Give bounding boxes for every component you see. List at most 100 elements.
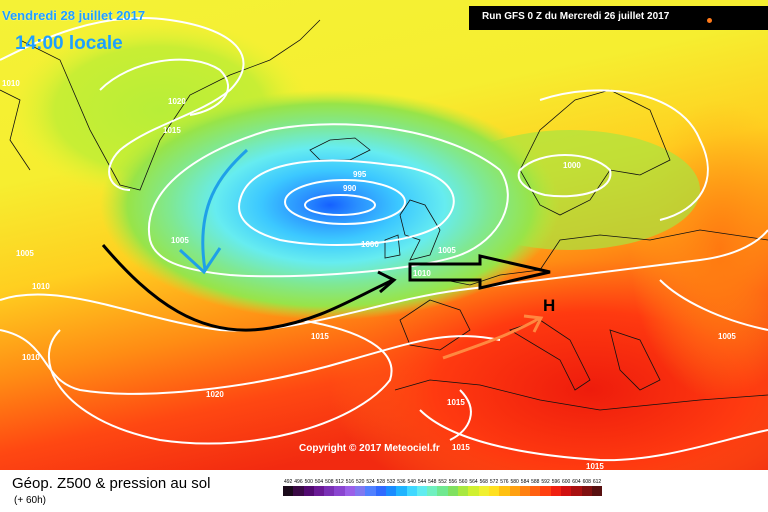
- legend-label: 536: [397, 479, 406, 485]
- legend-swatch: [499, 486, 510, 496]
- legend-label: 532: [386, 479, 396, 485]
- forecast-time: 14:00 locale: [15, 33, 123, 54]
- legend-swatch: [303, 486, 314, 496]
- scandinavia-coast: [519, 89, 671, 216]
- legend-swatch: [458, 486, 469, 496]
- legend-label: 568: [479, 479, 488, 485]
- legend-entry: 564: [468, 478, 479, 496]
- legend-entry: 552: [437, 478, 448, 496]
- isobar-line-1015-greenland: [0, 17, 245, 191]
- legend-entry: 536: [396, 478, 407, 496]
- africa-coast: [394, 379, 768, 411]
- isobar-label: 1010: [413, 269, 431, 278]
- legend-entry: 560: [458, 478, 469, 496]
- cold-flow-arrowhead: [178, 247, 222, 275]
- legend-swatch: [488, 486, 500, 496]
- legend-swatch: [509, 486, 520, 496]
- legend-swatch: [344, 486, 356, 496]
- copyright-text: Copyright © 2017 Meteociel.fr: [299, 443, 440, 454]
- baffin-coast: [0, 89, 31, 171]
- isobar-label: 1010: [32, 282, 50, 291]
- legend-swatch: [365, 486, 376, 496]
- isobar-label: 1015: [163, 126, 181, 135]
- flow-block-arrow: [408, 254, 551, 290]
- legend-entry: 496: [293, 478, 304, 496]
- legend-swatch: [427, 486, 438, 496]
- warm-flow-arrowhead: [523, 314, 544, 333]
- isobar-label: 1015: [452, 443, 470, 452]
- legend-entry: 572: [488, 478, 500, 496]
- high-pressure-label: H: [543, 296, 555, 315]
- isobar-line-1015-africa: [449, 389, 472, 441]
- legend-label: 572: [489, 479, 499, 485]
- isobar-label: 1005: [171, 236, 189, 245]
- legend-swatch: [375, 486, 386, 496]
- legend-label: 600: [561, 479, 571, 485]
- isobar-labels: 1010 1020 1015 995 990 1000 1005 1000 10…: [2, 79, 736, 470]
- legend-label: 528: [376, 479, 385, 485]
- isobar-line-1005-east: [659, 279, 768, 331]
- legend-label: 608: [582, 479, 591, 485]
- isobar-label: 995: [353, 170, 367, 179]
- isobar-label: 1020: [206, 390, 224, 399]
- legend-swatch: [396, 486, 407, 496]
- legend-entry: 556: [447, 478, 459, 496]
- legend-entry: 504: [313, 478, 325, 496]
- legend-entry: 576: [499, 478, 510, 496]
- isobar-line-1020: [47, 319, 393, 445]
- legend-swatch: [385, 486, 397, 496]
- legend-label: 548: [428, 479, 437, 485]
- isobar-label: 1010: [2, 79, 20, 88]
- color-legend: 492 496 500 504 508 512 516 520 524 528 532 536 540 5…: [283, 478, 603, 496]
- isobar-label: 1000: [361, 240, 379, 249]
- legend-label: 588: [531, 479, 540, 485]
- legend-entry: 600: [561, 478, 572, 496]
- isobar-label: 1015: [447, 398, 465, 407]
- legend-entry: 524: [365, 478, 376, 496]
- isobar-ring-990: [304, 194, 376, 216]
- isobar-line-scand-outer: [539, 89, 709, 221]
- legend-entry: 508: [324, 478, 335, 496]
- legend-entry: 604: [571, 478, 582, 496]
- legend-label: 580: [510, 479, 519, 485]
- legend-label: 504: [314, 479, 324, 485]
- legend-swatch: [447, 486, 459, 496]
- legend-entry: 580: [509, 478, 520, 496]
- legend-swatch: [355, 486, 366, 496]
- forecast-range: (+ 60h): [14, 495, 46, 506]
- isobar-ring-1005: [147, 123, 509, 278]
- forecast-date: Vendredi 28 juillet 2017: [2, 8, 146, 23]
- legend-entry: 544: [416, 478, 428, 496]
- legend-entry: 492: [283, 478, 294, 496]
- legend-swatch: [416, 486, 428, 496]
- legend-entry: 532: [385, 478, 397, 496]
- run-info-box: [469, 6, 768, 30]
- legend-label: 544: [417, 479, 427, 485]
- legend-swatch: [478, 486, 489, 496]
- cold-flow-arrow: [201, 148, 249, 271]
- legend-entry: 520: [355, 478, 366, 496]
- legend-swatch: [519, 486, 531, 496]
- legend-label: 592: [541, 479, 550, 485]
- isobar-label: 1000: [563, 161, 581, 170]
- isobar-label: 1005: [718, 332, 736, 341]
- weather-map: 1010 1020 1015 995 990 1000 1005 1000 10…: [0, 0, 768, 470]
- isobar-label: 1015: [311, 332, 329, 341]
- legend-swatch: [581, 486, 592, 496]
- map-footer: Géop. Z500 & pression au sol (+ 60h) 492…: [0, 470, 768, 512]
- legend-entry: 588: [530, 478, 541, 496]
- isobars: [0, 17, 768, 462]
- legend-entry: 596: [550, 478, 562, 496]
- jet-stream-arrow: [101, 244, 394, 332]
- isobar-line-1015: [0, 329, 501, 395]
- legend-entry: 568: [478, 478, 489, 496]
- legend-swatch: [468, 486, 479, 496]
- balkans-coast: [609, 329, 661, 391]
- legend-label: 596: [551, 479, 561, 485]
- legend-swatch: [324, 486, 335, 496]
- legend-swatch: [571, 486, 582, 496]
- legend-swatch: [530, 486, 541, 496]
- run-indicator-dot: [707, 18, 712, 23]
- legend-entry: 540: [406, 478, 417, 496]
- legend-swatch: [293, 486, 304, 496]
